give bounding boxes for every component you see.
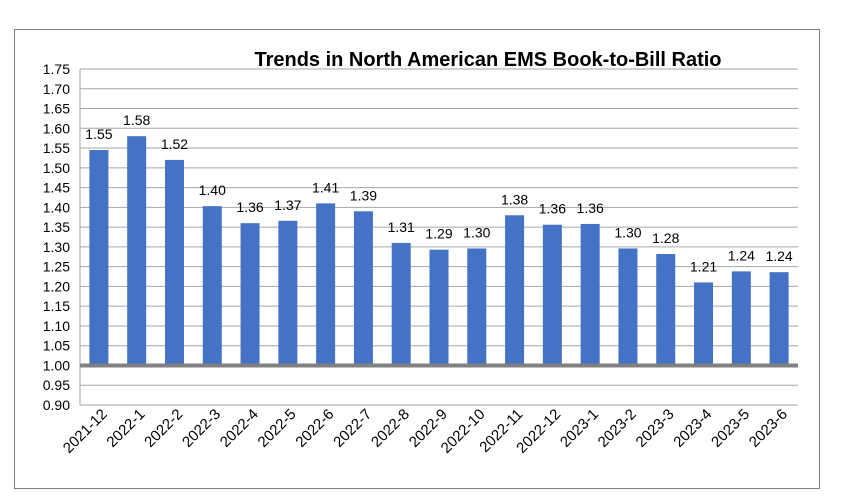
y-tick-label: 1.20 (43, 278, 70, 294)
y-tick-label: 1.00 (43, 357, 70, 373)
data-label: 1.58 (123, 112, 150, 128)
data-label: 1.52 (161, 136, 188, 152)
bar (127, 136, 147, 366)
y-tick-label: 1.30 (43, 239, 70, 255)
data-labels: 1.55 1.58 1.52 1.40 1.36 1.37 1.41 1.39 1.31 1.29… (85, 112, 793, 274)
x-tick-label: 2022-4 (217, 406, 262, 451)
data-label: 1.38 (501, 191, 528, 207)
bar (542, 224, 562, 366)
bar (467, 248, 487, 366)
bar (731, 271, 751, 366)
data-label: 1.31 (388, 219, 415, 235)
bars (89, 136, 789, 366)
x-tick-label: 2022-6 (292, 406, 337, 451)
bar (580, 223, 600, 366)
y-tick-label: 1.25 (43, 259, 70, 275)
bar (89, 150, 109, 366)
data-label: 1.24 (728, 247, 755, 263)
x-tick-label: 2021-12 (60, 406, 111, 457)
bar (240, 223, 260, 366)
y-tick-label: 1.05 (43, 338, 70, 354)
data-label: 1.24 (765, 248, 792, 264)
y-tick-label: 1.10 (43, 318, 70, 334)
y-tick-label: 1.50 (43, 160, 70, 176)
x-tick-label: 2023-2 (595, 406, 640, 451)
data-label: 1.30 (614, 224, 641, 240)
gridlines (79, 68, 798, 406)
y-tick-label: 1.45 (43, 180, 70, 196)
y-tick-label: 0.90 (43, 397, 70, 413)
y-tick-label: 1.55 (43, 140, 70, 156)
y-tick-label: 1.65 (43, 101, 70, 117)
data-label: 1.41 (312, 179, 339, 195)
x-tick-label: 2022-3 (179, 406, 224, 451)
data-label: 1.40 (199, 182, 226, 198)
y-tick-label: 1.35 (43, 219, 70, 235)
x-tick-label: 2022-7 (330, 406, 375, 451)
bar (164, 159, 184, 366)
y-tick-label: 1.60 (43, 120, 70, 136)
x-tick-label: 2023-5 (708, 406, 753, 451)
y-tick-label: 1.70 (43, 81, 70, 97)
bar (316, 203, 336, 366)
x-tick-label: 2023-1 (557, 406, 602, 451)
chart-frame (14, 29, 820, 489)
bar (769, 272, 789, 366)
x-tick-label: 2022-8 (368, 406, 413, 451)
bar (694, 282, 714, 366)
y-tick-label: 1.75 (43, 61, 70, 77)
data-label: 1.36 (577, 200, 604, 216)
bar (353, 211, 373, 366)
data-label: 1.37 (274, 197, 301, 213)
data-label: 1.21 (690, 258, 717, 274)
bar (656, 253, 676, 366)
bar (429, 249, 449, 366)
data-label: 1.30 (463, 224, 490, 240)
y-tick-label: 0.95 (43, 377, 70, 393)
x-tick-label: 2022-2 (141, 406, 186, 451)
data-label: 1.28 (652, 230, 679, 246)
bar (618, 248, 638, 366)
bar (391, 242, 411, 366)
x-tick-label: 2022-5 (255, 406, 300, 451)
y-tick-label: 1.40 (43, 199, 70, 215)
bar (278, 220, 298, 366)
bar (202, 206, 222, 366)
chart-title: Trends in North American EMS Book-to-Bil… (254, 49, 721, 71)
x-tick-label: 2023-6 (746, 406, 791, 451)
x-tick-label: 2022-1 (103, 406, 148, 451)
bar (505, 215, 525, 366)
x-tick-label: 2023-3 (633, 406, 678, 451)
data-label: 1.55 (85, 126, 112, 142)
x-axis-ticks: 2021-122022-12022-22022-32022-42022-5202… (60, 406, 791, 457)
y-axis-ticks: 0.90 0.95 1.00 1.05 1.10 1.15 1.20 1.25 1.30 1.35… (43, 61, 70, 413)
data-label: 1.39 (350, 187, 377, 203)
data-label: 1.36 (236, 199, 263, 215)
y-tick-label: 1.15 (43, 298, 70, 314)
data-label: 1.29 (425, 226, 452, 242)
x-tick-label: 2023-4 (670, 406, 715, 451)
data-label: 1.36 (539, 201, 566, 217)
